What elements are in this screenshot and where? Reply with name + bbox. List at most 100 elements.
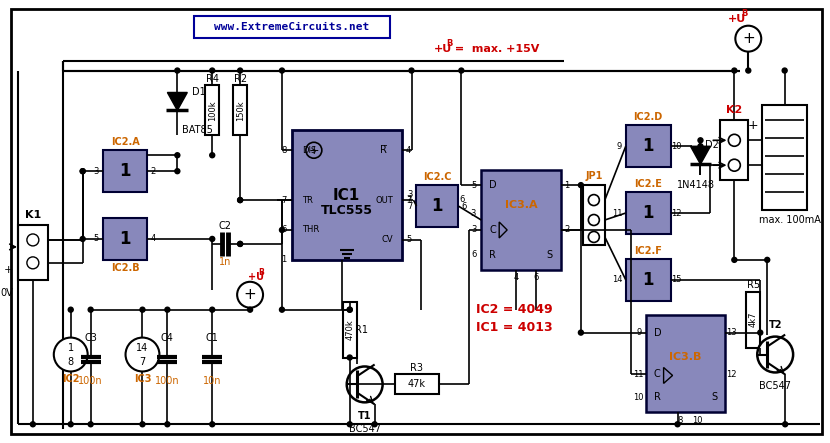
- Bar: [194, 16, 389, 38]
- Circle shape: [698, 144, 703, 149]
- Text: 8: 8: [68, 358, 74, 368]
- Text: D2: D2: [706, 140, 720, 150]
- Circle shape: [81, 237, 85, 241]
- Circle shape: [735, 26, 761, 52]
- Text: 9: 9: [616, 142, 622, 151]
- Text: B: B: [258, 268, 264, 277]
- Circle shape: [782, 68, 787, 73]
- Polygon shape: [691, 146, 710, 164]
- Text: 8: 8: [281, 146, 286, 155]
- Text: S: S: [711, 392, 717, 402]
- Circle shape: [588, 231, 599, 242]
- Text: 7: 7: [407, 202, 413, 210]
- Text: C: C: [654, 369, 661, 380]
- Circle shape: [280, 68, 285, 73]
- Circle shape: [175, 169, 180, 174]
- Text: IC2.A: IC2.A: [110, 137, 139, 147]
- Text: IC2.C: IC2.C: [423, 172, 452, 182]
- Text: +: +: [742, 31, 754, 46]
- Bar: [646, 315, 725, 412]
- Text: D1: D1: [193, 87, 206, 97]
- Text: 4: 4: [406, 146, 411, 155]
- Text: +U: +U: [433, 43, 452, 54]
- Circle shape: [579, 183, 583, 188]
- Circle shape: [698, 138, 703, 143]
- Bar: [343, 302, 357, 358]
- Circle shape: [210, 307, 215, 312]
- Text: DIS: DIS: [302, 146, 316, 155]
- Text: 100n: 100n: [155, 377, 180, 386]
- Text: R: R: [489, 250, 496, 260]
- Text: BC547: BC547: [349, 424, 381, 434]
- Text: R4: R4: [206, 74, 219, 84]
- Text: +: +: [244, 287, 256, 302]
- Text: 4k7: 4k7: [749, 312, 758, 327]
- Text: T1: T1: [358, 411, 371, 421]
- Text: 5: 5: [406, 235, 411, 245]
- Circle shape: [210, 237, 215, 241]
- Circle shape: [88, 422, 93, 427]
- Text: 5: 5: [471, 181, 477, 190]
- Circle shape: [372, 422, 377, 427]
- Text: R3: R3: [411, 363, 423, 373]
- Text: +U: +U: [729, 14, 747, 24]
- Text: 1: 1: [120, 162, 131, 180]
- Bar: [18, 225, 48, 280]
- Text: 1n: 1n: [219, 257, 232, 267]
- Text: C1: C1: [206, 333, 218, 342]
- Text: 10: 10: [692, 416, 703, 425]
- Bar: [292, 130, 402, 260]
- Circle shape: [27, 234, 39, 246]
- Bar: [746, 292, 760, 348]
- Text: 100k: 100k: [208, 100, 217, 120]
- Bar: [762, 105, 807, 210]
- Text: TLC555: TLC555: [320, 203, 373, 217]
- Text: 4: 4: [151, 234, 156, 244]
- Text: R2: R2: [233, 74, 247, 84]
- Circle shape: [210, 68, 215, 73]
- Text: 7: 7: [406, 194, 411, 204]
- Text: IC3.B: IC3.B: [669, 351, 701, 361]
- Text: IC2: IC2: [62, 374, 80, 385]
- Circle shape: [579, 330, 583, 335]
- Text: +: +: [309, 144, 320, 157]
- Text: 10n: 10n: [203, 377, 222, 386]
- Text: 12: 12: [671, 209, 681, 218]
- Text: BAT85: BAT85: [183, 125, 213, 135]
- Circle shape: [347, 422, 352, 427]
- Text: 1: 1: [281, 255, 286, 264]
- Text: 6: 6: [534, 273, 539, 282]
- Text: 470k: 470k: [345, 319, 354, 340]
- Text: 3: 3: [407, 190, 413, 198]
- Text: D: D: [489, 180, 497, 190]
- Circle shape: [210, 422, 215, 427]
- Text: 0V: 0V: [0, 288, 13, 298]
- Text: max. 100mA: max. 100mA: [759, 215, 821, 225]
- Text: C4: C4: [161, 333, 173, 342]
- Circle shape: [347, 307, 352, 312]
- Circle shape: [588, 194, 599, 206]
- Text: 150k: 150k: [236, 100, 245, 120]
- Circle shape: [758, 330, 763, 335]
- Bar: [626, 259, 671, 301]
- Text: =  max. +15V: = max. +15V: [452, 43, 540, 54]
- Text: +U: +U: [248, 272, 264, 282]
- Text: +: +: [3, 265, 13, 275]
- Text: 6: 6: [460, 194, 465, 204]
- Circle shape: [237, 282, 263, 308]
- Text: 6: 6: [471, 250, 477, 260]
- Text: 1: 1: [68, 342, 74, 353]
- Circle shape: [237, 241, 242, 246]
- Text: 47k: 47k: [408, 379, 426, 389]
- Text: 1: 1: [642, 137, 654, 155]
- Text: 15: 15: [671, 275, 681, 284]
- Text: 11: 11: [613, 209, 623, 218]
- Circle shape: [409, 68, 414, 73]
- Bar: [233, 85, 247, 135]
- Bar: [626, 192, 671, 234]
- Text: IC3.A: IC3.A: [505, 200, 537, 210]
- Circle shape: [175, 68, 180, 73]
- Text: IC3: IC3: [134, 374, 151, 385]
- Text: 7: 7: [281, 195, 286, 205]
- Bar: [583, 185, 605, 245]
